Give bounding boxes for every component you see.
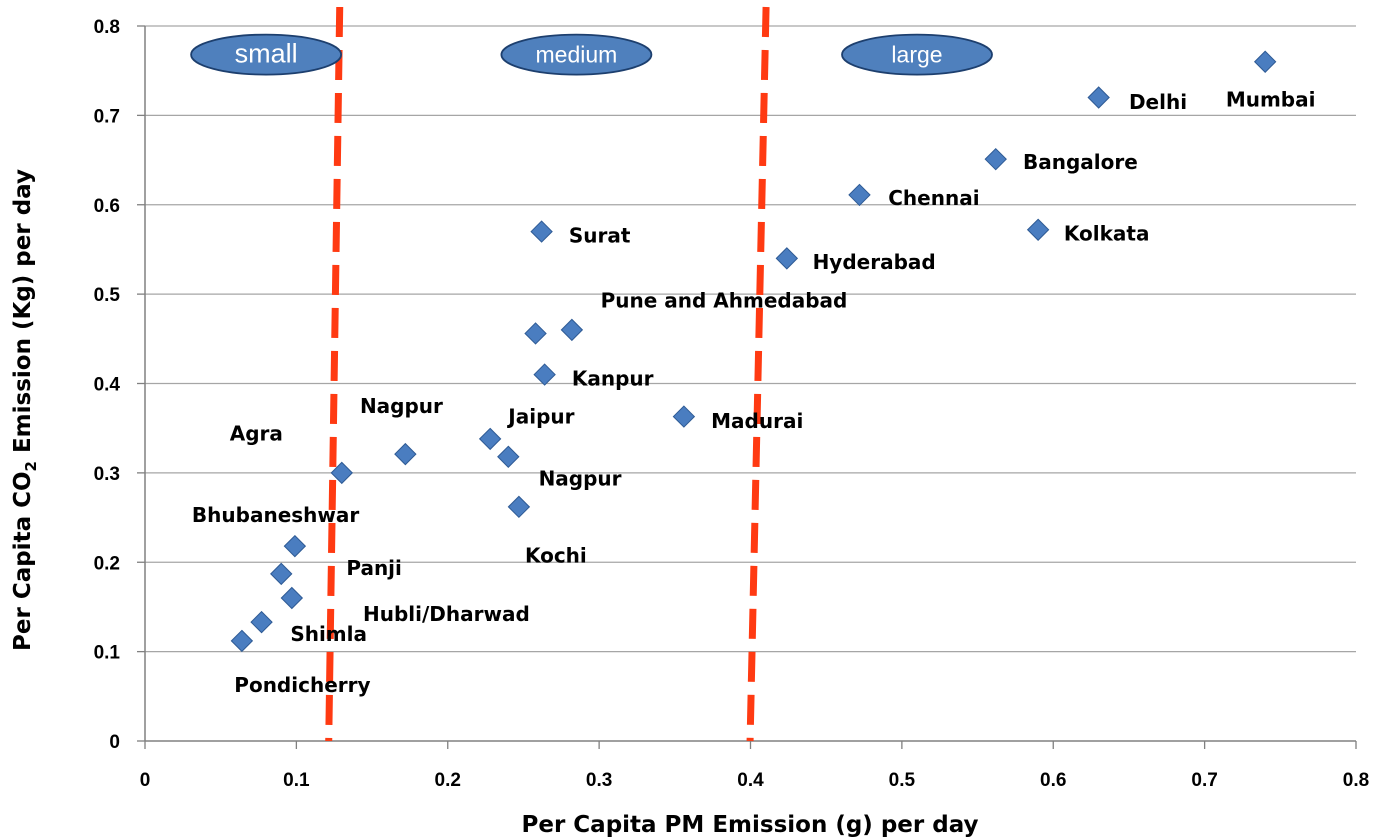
y-tick-label: 0.3	[94, 464, 120, 485]
data-point	[283, 534, 307, 558]
data-points	[230, 50, 1277, 653]
y-tick-label: 0.6	[94, 196, 120, 217]
category-label: medium	[536, 42, 618, 68]
city-label: Bhubaneshwar	[192, 503, 359, 527]
data-point	[330, 461, 353, 485]
data-point	[497, 445, 520, 468]
y-axis-title-subscript: 2	[22, 461, 40, 471]
size-divider-line	[746, 6, 770, 742]
category-ellipse	[190, 33, 343, 76]
city-label: Shimla	[290, 622, 367, 646]
x-tick-label: 0.3	[586, 770, 612, 791]
city-label: Hyderabad	[813, 250, 936, 274]
city-label: Hubli/Dharwad	[363, 602, 530, 626]
data-point	[530, 220, 553, 243]
data-point	[1253, 50, 1277, 73]
city-label: Pune and Ahmedabad	[601, 289, 848, 313]
city-label: Madurai	[711, 409, 803, 433]
data-point	[250, 610, 273, 634]
city-label: Kanpur	[572, 366, 654, 390]
city-label: Panji	[346, 556, 402, 580]
y-tick-label: 0.5	[94, 285, 121, 306]
city-label: Delhi	[1129, 90, 1187, 114]
city-label: Jaipur	[506, 405, 574, 429]
category-label: small	[235, 39, 298, 69]
data-point	[1026, 218, 1050, 241]
data-point	[984, 147, 1007, 171]
y-tick-label: 0	[109, 732, 120, 753]
x-tick-label: 0.2	[435, 770, 461, 791]
y-tick-label: 0.2	[94, 553, 120, 574]
y-tick-label: 0.1	[94, 643, 121, 664]
data-point	[270, 562, 293, 586]
size-categories: small medium large	[190, 33, 993, 76]
x-tick-label: 0.8	[1343, 770, 1369, 791]
data-point	[394, 442, 417, 466]
city-label: Mumbai	[1226, 87, 1316, 111]
city-label: Chennai	[888, 186, 979, 210]
x-tick-label: 0.6	[1040, 770, 1066, 791]
data-point	[280, 586, 304, 610]
size-divider-line	[325, 6, 344, 742]
city-label: Pondicherry	[234, 673, 370, 697]
data-point	[775, 247, 799, 270]
city-label: Nagpur	[539, 466, 622, 490]
data-point	[478, 427, 502, 451]
data-point	[230, 629, 254, 653]
category-badge: large	[841, 33, 993, 76]
data-point	[848, 183, 871, 207]
data-point	[524, 322, 547, 345]
y-tick-label: 0.4	[94, 375, 121, 396]
y-tick-label: 0.8	[94, 17, 120, 38]
y-axis-title-main: Per Capita CO	[10, 471, 36, 651]
x-tick-label: 0.5	[889, 770, 916, 791]
x-tick-label: 0	[140, 770, 151, 791]
city-label: Agra	[230, 422, 283, 446]
data-point	[672, 405, 696, 428]
x-axis-title: Per Capita PM Emission (g) per day	[521, 812, 978, 838]
data-point	[533, 363, 556, 386]
data-point	[507, 495, 531, 519]
city-label: Nagpur	[360, 394, 443, 418]
x-tick-label: 0.7	[1191, 770, 1217, 791]
x-tick-label: 0.1	[283, 770, 310, 791]
gridlines	[145, 25, 1356, 653]
city-label: Surat	[569, 223, 631, 247]
city-label: Kolkata	[1064, 222, 1150, 246]
city-labels: Mumbai Delhi Bangalore Chennai Kolkata Hydera…	[192, 87, 1316, 696]
y-axis-title: Per Capita CO2 Emission (Kg) per day	[10, 169, 40, 651]
category-badge: small	[190, 33, 343, 76]
y-axis-title-rest: Emission (Kg) per day	[10, 169, 36, 461]
category-ellipse	[500, 33, 653, 76]
data-point	[560, 318, 584, 342]
x-tick-label: 0.4	[737, 770, 764, 791]
tick-labels: 0 0.1 0.2 0.3 0.4 0.5 0.6 0.7 0.8 0 0.1 0.2 0.3 0.4 0.…	[94, 17, 1370, 791]
size-dividers	[325, 6, 770, 742]
data-point	[1087, 86, 1110, 109]
category-ellipse	[841, 33, 993, 76]
category-badge: medium	[500, 33, 653, 76]
city-label: Kochi	[525, 543, 587, 567]
category-label: large	[891, 42, 942, 68]
y-tick-label: 0.7	[94, 106, 120, 127]
city-label: Bangalore	[1023, 150, 1138, 174]
